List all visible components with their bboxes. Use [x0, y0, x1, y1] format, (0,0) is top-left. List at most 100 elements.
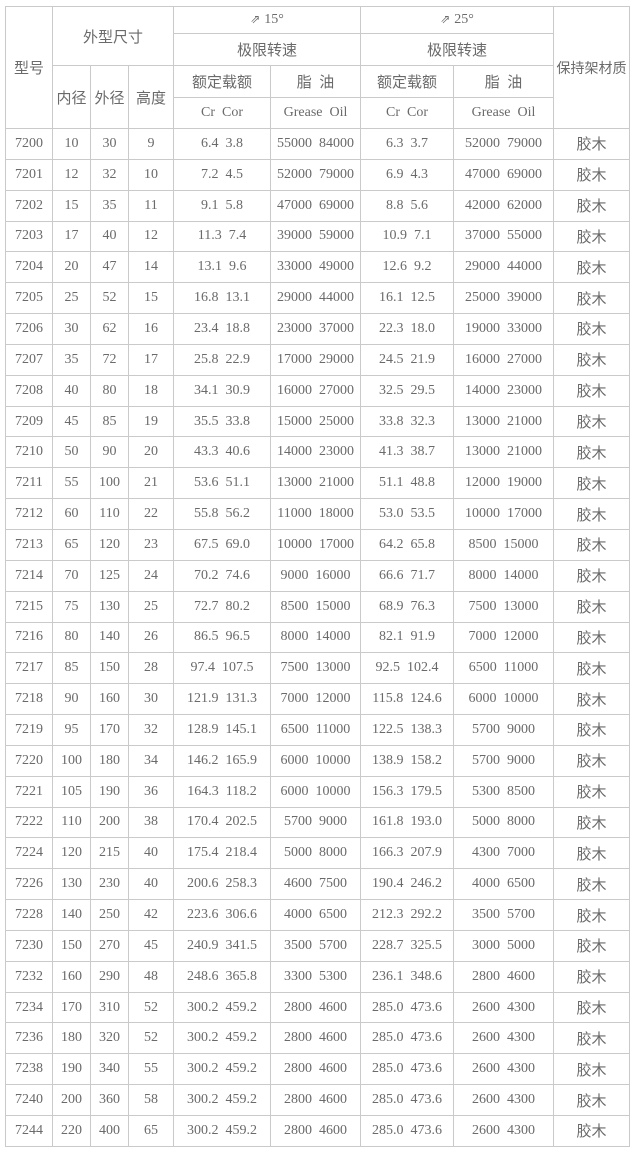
- cell-limit-speed-25: 12000 19000: [453, 467, 555, 500]
- cell-limit-speed-25: 25000 39000: [453, 282, 555, 315]
- cell-height: 30: [127, 683, 175, 716]
- cell-rated-load-25: 138.9 158.2: [360, 744, 455, 777]
- cell-cage-material: 胶木: [553, 960, 631, 993]
- cell-rated-load-25: 68.9 76.3: [360, 590, 455, 623]
- cell-rated-load-15: 223.6 306.6: [173, 899, 272, 931]
- cell-inner-diameter: 120: [52, 837, 91, 870]
- cell-model: 7217: [5, 652, 53, 685]
- cell-limit-speed-15: 3300 5300: [270, 960, 362, 993]
- cell-rated-load-15: 25.8 22.9: [173, 343, 272, 376]
- cell-model: 7202: [5, 189, 53, 222]
- table-row: 7213 65 120 23 67.5 69.0 10000 17000 64.2 65.8…: [5, 528, 631, 561]
- header-contact-angle-25: ⇗ 25°: [360, 6, 555, 34]
- table-row: 7232 160 290 48 248.6 365.8 3300 5300 236.1 34…: [5, 960, 631, 993]
- cell-rated-load-15: 300.2 459.2: [173, 1022, 272, 1055]
- cell-rated-load-25: 212.3 292.2: [360, 899, 455, 931]
- cell-model: 7219: [5, 714, 53, 746]
- cell-outer-diameter: 62: [90, 313, 129, 345]
- cell-height: 58: [127, 1084, 175, 1116]
- cell-rated-load-15: 13.1 9.6: [173, 251, 272, 284]
- cell-outer-diameter: 52: [90, 282, 129, 315]
- cell-cage-material: 胶木: [553, 929, 631, 962]
- cell-height: 25: [127, 590, 175, 623]
- cell-model: 7234: [5, 991, 53, 1024]
- cell-rated-load-15: 70.2 74.6: [173, 559, 272, 592]
- table-row: 7234 170 310 52 300.2 459.2 2800 4600 285.0 47…: [5, 991, 631, 1024]
- table-row: 7211 55 100 21 53.6 51.1 13000 21000 51.1 48.8…: [5, 467, 631, 500]
- cell-height: 23: [127, 528, 175, 561]
- table-row: 7244 220 400 65 300.2 459.2 2800 4600 285.0 47…: [5, 1115, 631, 1147]
- cell-model: 7215: [5, 590, 53, 623]
- cell-limit-speed-25: 4300 7000: [453, 837, 555, 870]
- cell-outer-diameter: 47: [90, 251, 129, 284]
- table-row: 7219 95 170 32 128.9 145.1 6500 11000 122.5 13…: [5, 714, 631, 746]
- cell-cage-material: 胶木: [553, 744, 631, 777]
- cell-model: 7226: [5, 868, 53, 901]
- cell-height: 52: [127, 991, 175, 1024]
- cell-model: 7201: [5, 158, 53, 191]
- cell-inner-diameter: 50: [52, 436, 91, 469]
- table-row: 7222 110 200 38 170.4 202.5 5700 9000 161.8 19…: [5, 806, 631, 839]
- cell-rated-load-15: 86.5 96.5: [173, 621, 272, 654]
- cell-inner-diameter: 65: [52, 528, 91, 561]
- cell-cage-material: 胶木: [553, 158, 631, 191]
- cell-inner-diameter: 160: [52, 960, 91, 993]
- cell-limit-speed-15: 15000 25000: [270, 405, 362, 438]
- cell-height: 36: [127, 775, 175, 808]
- cell-limit-speed-25: 47000 69000: [453, 158, 555, 191]
- table-row: 7202 15 35 11 9.1 5.8 47000 69000 8.8 5.6 42000…: [5, 189, 631, 222]
- cell-rated-load-15: 128.9 145.1: [173, 714, 272, 746]
- cell-limit-speed-15: 13000 21000: [270, 467, 362, 500]
- table-row: 7218 90 160 30 121.9 131.3 7000 12000 115.8 12…: [5, 683, 631, 716]
- cell-outer-diameter: 30: [90, 128, 129, 160]
- cell-inner-diameter: 12: [52, 158, 91, 191]
- cell-cage-material: 胶木: [553, 652, 631, 685]
- cell-rated-load-15: 9.1 5.8: [173, 189, 272, 222]
- cell-height: 52: [127, 1022, 175, 1055]
- table-row: 7215 75 130 25 72.7 80.2 8500 15000 68.9 76.3 7…: [5, 590, 631, 623]
- cell-outer-diameter: 72: [90, 343, 129, 376]
- table-row: 7201 12 32 10 7.2 4.5 52000 79000 6.9 4.3 47000…: [5, 158, 631, 191]
- cell-cage-material: 胶木: [553, 313, 631, 345]
- cell-limit-speed-25: 2600 4300: [453, 991, 555, 1024]
- cell-limit-speed-15: 2800 4600: [270, 1053, 362, 1086]
- cell-limit-speed-15: 7000 12000: [270, 683, 362, 716]
- cell-rated-load-25: 228.7 325.5: [360, 929, 455, 962]
- table-row: 7224 120 215 40 175.4 218.4 5000 8000 166.3 20…: [5, 837, 631, 870]
- cell-height: 17: [127, 343, 175, 376]
- cell-rated-load-25: 41.3 38.7: [360, 436, 455, 469]
- cell-model: 7222: [5, 806, 53, 839]
- header-inner-diameter: 内径: [52, 65, 91, 129]
- cell-rated-load-25: 66.6 71.7: [360, 559, 455, 592]
- table-row: 7208 40 80 18 34.1 30.9 16000 27000 32.5 29.5 1…: [5, 374, 631, 407]
- cell-rated-load-15: 248.6 365.8: [173, 960, 272, 993]
- cell-rated-load-25: 122.5 138.3: [360, 714, 455, 746]
- cell-limit-speed-25: 16000 27000: [453, 343, 555, 376]
- table-row: 7220 100 180 34 146.2 165.9 6000 10000 138.9 1…: [5, 744, 631, 777]
- cell-inner-diameter: 40: [52, 374, 91, 407]
- cell-cage-material: 胶木: [553, 899, 631, 931]
- table-row: 7214 70 125 24 70.2 74.6 9000 16000 66.6 71.7 8…: [5, 559, 631, 592]
- cell-limit-speed-15: 55000 84000: [270, 128, 362, 160]
- cell-height: 20: [127, 436, 175, 469]
- cell-height: 21: [127, 467, 175, 500]
- cell-rated-load-25: 92.5 102.4: [360, 652, 455, 685]
- table-row: 7212 60 110 22 55.8 56.2 11000 18000 53.0 53.5…: [5, 498, 631, 530]
- cell-inner-diameter: 130: [52, 868, 91, 901]
- cell-model: 7216: [5, 621, 53, 654]
- cell-rated-load-15: 43.3 40.6: [173, 436, 272, 469]
- cell-rated-load-25: 236.1 348.6: [360, 960, 455, 993]
- cell-cage-material: 胶木: [553, 991, 631, 1024]
- cell-model: 7218: [5, 683, 53, 716]
- table-row: 7209 45 85 19 35.5 33.8 15000 25000 33.8 32.3 1…: [5, 405, 631, 438]
- cell-rated-load-15: 6.4 3.8: [173, 128, 272, 160]
- cell-height: 34: [127, 744, 175, 777]
- table-body: 7200 10 30 9 6.4 3.8 55000 84000 6.3 3.7 52000 …: [5, 128, 631, 1147]
- table-row: 7205 25 52 15 16.8 13.1 29000 44000 16.1 12.5 2…: [5, 282, 631, 315]
- cell-model: 7213: [5, 528, 53, 561]
- cell-cage-material: 胶木: [553, 467, 631, 500]
- cell-outer-diameter: 120: [90, 528, 129, 561]
- table-row: 7221 105 190 36 164.3 118.2 6000 10000 156.3 1…: [5, 775, 631, 808]
- header-outer-diameter: 外径: [90, 65, 129, 129]
- cell-limit-speed-25: 8000 14000: [453, 559, 555, 592]
